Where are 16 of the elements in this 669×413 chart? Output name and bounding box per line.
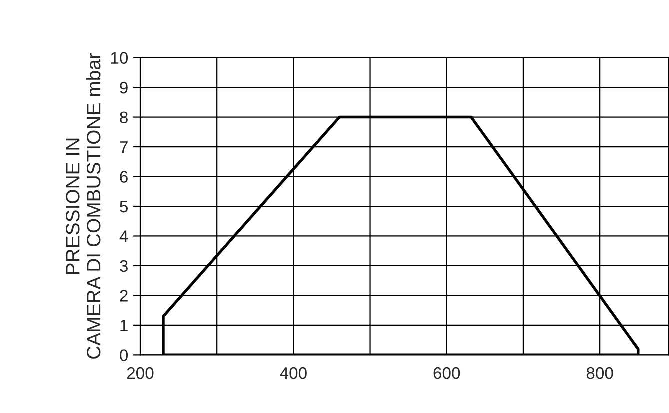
x-tick-label: 600 <box>434 367 460 380</box>
y-tick-label: 9 <box>120 82 128 94</box>
y-tick-label: 2 <box>120 290 128 302</box>
y-tick-label: 3 <box>120 260 128 272</box>
y-tick-label: 5 <box>120 201 128 213</box>
x-tick-label: 800 <box>586 367 614 380</box>
y-tick-label: 6 <box>120 171 128 183</box>
y-tick-label: 1 <box>120 320 128 332</box>
x-tick-label: 400 <box>280 367 307 380</box>
y-axis-title: PRESSIONE IN CAMERA DI COMBUSTIONE mbar <box>66 53 101 359</box>
y-tick-label: 8 <box>120 112 128 124</box>
y-tick-label: 10 <box>111 52 128 64</box>
x-tick-label: 200 <box>127 367 154 380</box>
y-tick-label: 0 <box>120 350 128 362</box>
y-tick-label: 7 <box>120 142 128 154</box>
y-tick-label: 4 <box>120 230 128 242</box>
